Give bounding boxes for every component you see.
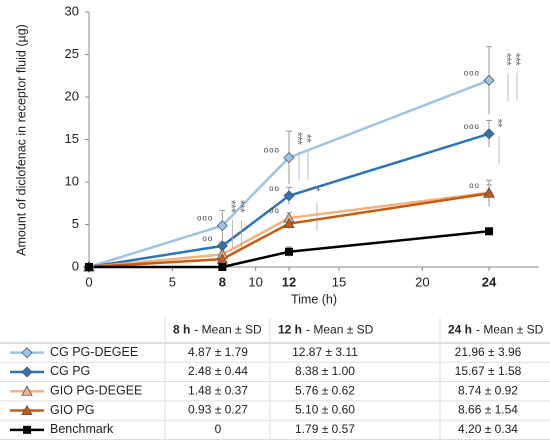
significance-mark: ooo: [464, 122, 480, 131]
marker: [285, 247, 293, 256]
x-tick-label: 15: [332, 274, 346, 289]
marker: [216, 220, 228, 232]
y-tick-label: 25: [65, 46, 79, 61]
x-tick-label: 10: [248, 274, 262, 289]
x-tick-label: 0: [85, 274, 92, 289]
marker: [485, 227, 493, 236]
legend-label: GIO PG-DEGEE: [50, 384, 142, 398]
y-tick-label: 30: [65, 3, 79, 18]
series-line: [89, 230, 490, 269]
y-axis-title: Amount of diclofenac in receptor fluid (…: [14, 24, 28, 256]
significance-mark: **: [300, 134, 315, 143]
marker: [483, 187, 495, 198]
x-axis-title: Time (h): [291, 292, 337, 306]
y-tick-label: 0: [72, 258, 79, 273]
series-line: [88, 132, 490, 269]
legend-marker: [21, 347, 33, 359]
legend-marker: [21, 366, 33, 378]
y-tick-label: 20: [65, 88, 79, 103]
table-cell: 15.67 ± 1.58: [455, 364, 522, 378]
y-tick-label: 15: [65, 131, 79, 146]
series-line: [88, 191, 490, 269]
x-tick-label: 20: [415, 274, 429, 289]
table-cell: 4.20 ± 0.34: [458, 422, 518, 436]
significance-mark: ***: [509, 53, 524, 66]
x-tick-label: 24: [482, 274, 497, 289]
table-cell: 2.48 ± 0.44: [188, 364, 248, 378]
significance-mark: *: [309, 187, 324, 192]
significance-mark: oo: [269, 184, 280, 193]
table-cell: 1.79 ± 0.57: [295, 422, 355, 436]
table-header: 24 h - Mean ± SD: [448, 323, 544, 337]
table-cell: 21.96 ± 3.96: [455, 345, 522, 359]
significance-mark: ooo: [197, 214, 213, 223]
table-cell: 12.87 ± 3.11: [292, 345, 358, 359]
significance-mark: oo: [469, 181, 480, 190]
significance-mark: ***: [224, 200, 239, 213]
y-tick-label: 10: [65, 173, 79, 188]
legend-marker: [21, 385, 33, 396]
significance-mark: ooo: [264, 146, 280, 155]
significance-mark: oo: [202, 234, 213, 243]
table-cell: 5.10 ± 0.60: [295, 403, 355, 417]
marker: [283, 190, 295, 202]
marker: [218, 263, 227, 271]
table-header: 8 h - Mean ± SD: [173, 323, 262, 337]
y-tick-label: 5: [72, 216, 79, 231]
marker: [85, 263, 93, 271]
series-line: [88, 192, 490, 269]
legend-label: GIO PG: [50, 403, 94, 417]
table-header: 12 h - Mean ± SD: [278, 323, 374, 337]
header-time: 12 h: [278, 323, 302, 337]
significance-mark: ***: [233, 200, 248, 213]
table-cell: 8.38 ± 1.00: [295, 364, 355, 378]
legend-marker: [23, 425, 31, 434]
table-cell: 4.87 ± 1.79: [188, 345, 248, 359]
header-time: 24 h: [448, 323, 472, 337]
table-cell: 8.66 ± 1.54: [458, 403, 518, 417]
table-cell: 1.48 ± 0.37: [188, 383, 248, 397]
significance-mark: ooo: [464, 68, 480, 77]
series-line: [88, 79, 490, 269]
significance-mark: ***: [500, 53, 515, 66]
header-text: - Mean ± SD: [306, 323, 374, 337]
significance-mark: ***: [291, 132, 306, 145]
significance-mark: oo: [269, 206, 280, 215]
table-cell: 0: [215, 422, 222, 436]
legend-marker: [21, 404, 33, 415]
table-cell: 5.76 ± 0.62: [295, 383, 355, 397]
legend-label: CG PG-DEGEE: [50, 345, 138, 359]
significance-mark: **: [491, 118, 506, 127]
x-tick-label: 8: [219, 274, 226, 289]
header-text: - Mean ± SD: [476, 323, 544, 337]
legend-label: CG PG: [50, 364, 90, 378]
legend-label: Benchmark: [50, 422, 114, 436]
marker: [283, 217, 295, 229]
header-time: 8 h: [173, 323, 190, 337]
x-tick-label: 5: [169, 274, 176, 289]
table-cell: 0.93 ± 0.27: [188, 403, 248, 417]
table-cell: 8.74 ± 0.92: [458, 383, 518, 397]
marker: [483, 74, 495, 86]
marker: [283, 152, 295, 164]
header-text: - Mean ± SD: [194, 323, 262, 337]
x-tick-label: 12: [282, 274, 296, 289]
marker: [483, 128, 495, 140]
